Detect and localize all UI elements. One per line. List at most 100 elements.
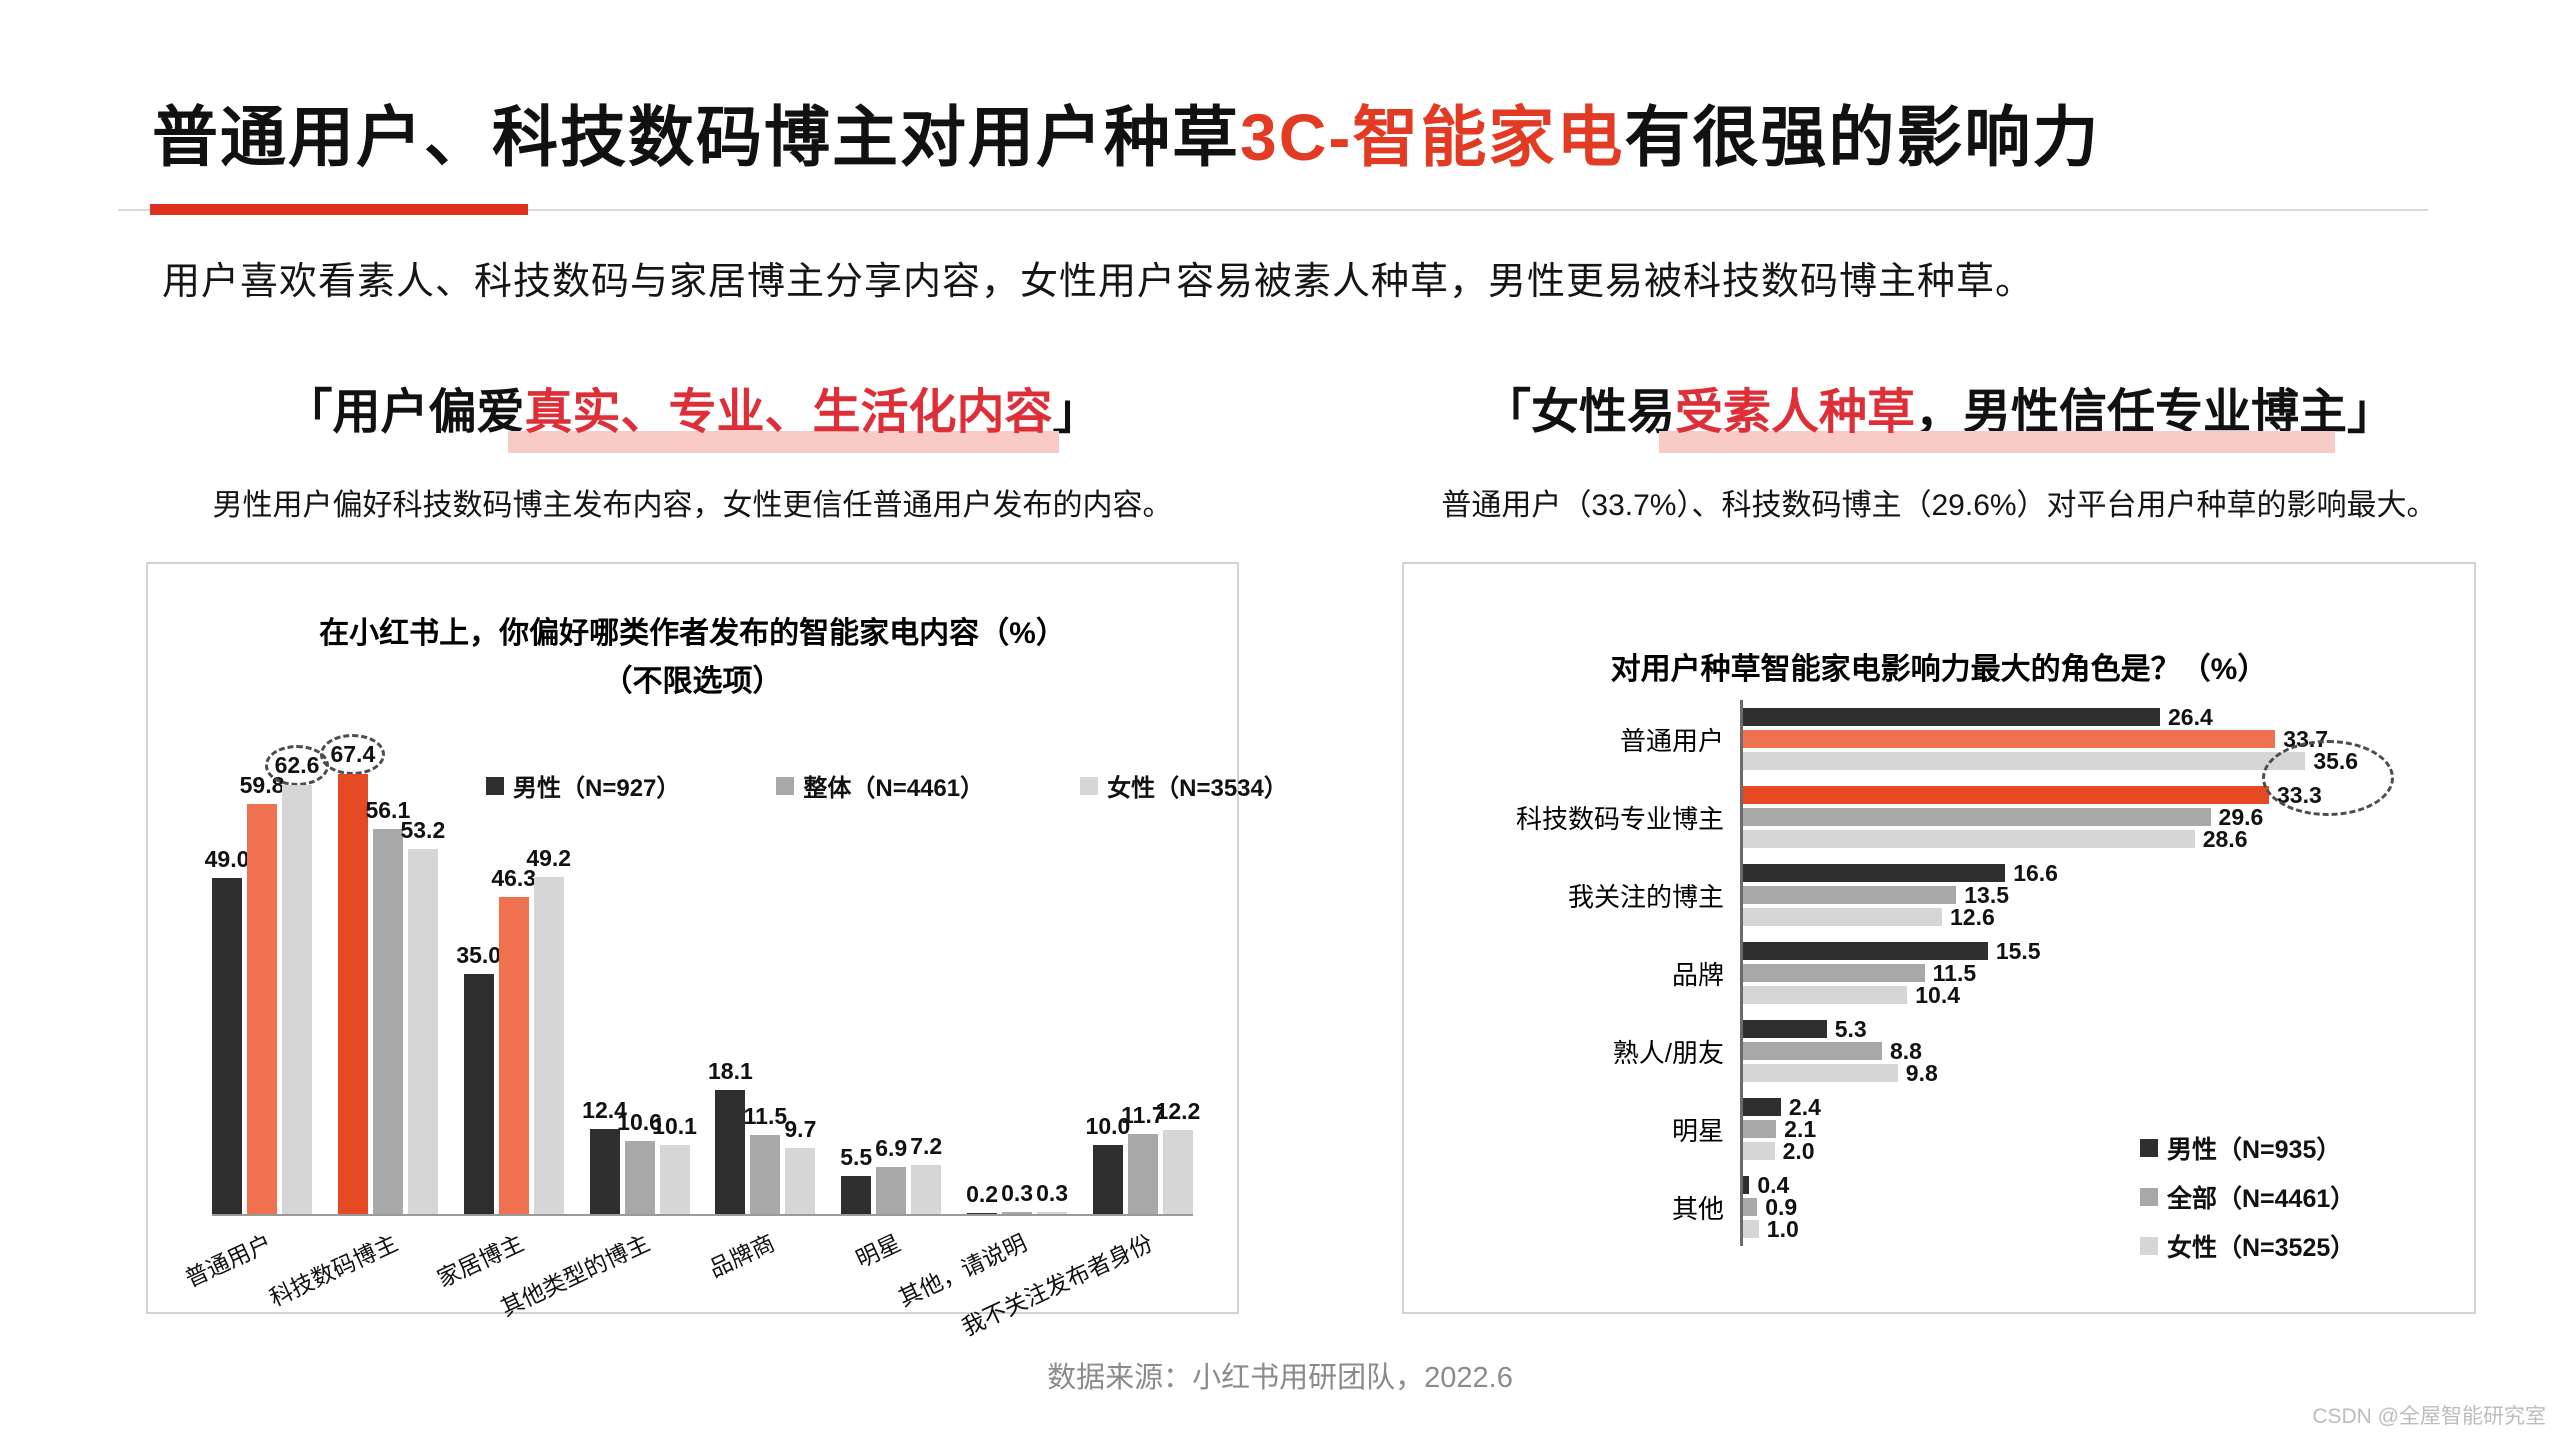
bar-row: 我关注的博主 16.6 13.5 12.6 (1440, 856, 2438, 934)
legend-item-female: 女性（N=3525） (2140, 1228, 2355, 1264)
bar-value-label: 5.3 (1834, 1015, 1867, 1042)
bar-line: 15.5 (1743, 938, 2438, 964)
right-section-desc: 普通用户（33.7%）、科技数码博主（29.6%）对平台用户种草的影响最大。 (1441, 489, 2437, 522)
bar (841, 1176, 872, 1214)
page-title-part1: 普通用户、科技数码博主对用户种草 (152, 100, 1240, 174)
legend-swatch-female (1080, 776, 1099, 795)
legend-swatch-male (486, 776, 504, 795)
bar-group: 67.4 56.1 53.2 科技数码博主 (265, 734, 445, 1311)
bar-value-label: 2.4 (1788, 1093, 1821, 1120)
bar-group: 18.1 11.5 9.7 品牌商 (705, 734, 817, 1282)
bar-value-label: 2.1 (1784, 1115, 1817, 1142)
bar-value-label: 49.2 (526, 844, 572, 871)
bar-value-label: 5.5 (840, 1144, 873, 1171)
bar-value-label: 28.6 (2202, 825, 2248, 852)
legend-label-female: 女性（N=3525） (2167, 1234, 2356, 1262)
page-subtitle: 用户喜欢看素人、科技数码与家居博主分享内容，女性用户容易被素人种草，男性更易被科… (162, 261, 2035, 303)
legend-item-male: 男性（N=927） (486, 768, 680, 803)
right-chart-legend: 男性（N=935） 全部（N=4461） 女性（N=3525） (2140, 1130, 2355, 1264)
row-label: 普通用户 (1619, 725, 1724, 756)
bar-value-label: 0.3 (1036, 1179, 1069, 1206)
bar (1743, 908, 1943, 926)
left-chart-plot: 49.0 59.8 62.6 普通用户 67.4 56.1 53.2 科技数码博主 35.0 46… (181, 734, 1200, 1340)
bar-value-label: 10.1 (652, 1112, 697, 1139)
row-bars: 15.5 11.5 10.4 (1740, 934, 2438, 1012)
bar-value-label: 10.0 (1085, 1113, 1131, 1140)
bar-group: 35.0 46.3 49.2 家居博主 (433, 734, 571, 1292)
bar-line: 5.3 (1743, 1016, 2438, 1042)
bar-column: 0.3 (1036, 734, 1069, 1214)
bar-group: 12.4 10.6 10.1 其他类型的博主 (496, 734, 697, 1321)
bar (1743, 886, 1957, 904)
bar (589, 1128, 620, 1214)
bar-column: 9.7 (784, 734, 817, 1214)
bar (1743, 752, 2306, 770)
bar-column: 46.3 (491, 734, 536, 1214)
bar-value-label: 12.2 (1155, 1098, 1201, 1125)
bar-value-label: 6.9 (875, 1134, 908, 1161)
bar (659, 1144, 690, 1214)
legend-label-male: 男性（N=935） (2167, 1136, 2342, 1164)
legend-swatch-overall (776, 776, 795, 795)
right-chart-plot: 普通用户 26.4 33.7 35.6 科技数码专业博主 33.3 29.6 28.6 我关注的… (1440, 700, 2438, 1246)
bar (1162, 1130, 1193, 1214)
bar-value-label: 53.2 (400, 817, 446, 844)
legend-item-overall: 整体（N=4461） (776, 768, 984, 803)
bar (1743, 830, 2195, 848)
bar-line: 2.0 (1743, 1138, 2438, 1164)
bar-value-label: 1.0 (1766, 1215, 1799, 1242)
bar-row: 科技数码专业博主 33.3 29.6 28.6 (1440, 778, 2438, 856)
row-bars: 2.4 2.1 2.0 (1740, 1090, 2438, 1168)
row-label: 科技数码专业博主 (1515, 803, 1724, 834)
bar (498, 896, 529, 1214)
bar-column: 18.1 (708, 734, 753, 1214)
bar (1743, 1198, 1758, 1216)
bar-line: 9.8 (1743, 1060, 2438, 1086)
bar-column: 35.0 (456, 734, 501, 1214)
bar-column: 6.9 (875, 734, 908, 1214)
bar (1743, 808, 2211, 826)
bar-value-label: 0.4 (1757, 1171, 1790, 1198)
bar (1037, 1211, 1068, 1214)
bar-value-label: 29.6 (2218, 803, 2264, 830)
bar-value-label: 9.7 (784, 1115, 817, 1142)
legend-item-all: 全部（N=4461） (2140, 1179, 2355, 1215)
bar-column: 11.7 (1121, 734, 1165, 1214)
bar-line: 29.6 (1743, 804, 2438, 830)
bar-column: 7.2 (910, 734, 942, 1214)
legend-label-male: 男性（N=927） (513, 775, 681, 802)
bar (967, 1212, 998, 1214)
bar-row: 熟人/朋友 5.3 8.8 9.8 (1440, 1012, 2438, 1090)
bar (1002, 1211, 1033, 1214)
bar-line: 13.5 (1743, 882, 2438, 908)
bar (1743, 986, 1908, 1004)
bar (1743, 708, 2160, 726)
bar-column: 49.0 (205, 734, 249, 1214)
bar-line: 26.4 (1743, 704, 2438, 730)
row-label: 我关注的博主 (1567, 881, 1724, 912)
legend-swatch-male (2140, 1139, 2158, 1157)
left-chart-title-line1: 在小红书上，你偏好哪类作者发布的智能家电内容（%） (319, 617, 1066, 650)
bar-column: 62.6 (264, 734, 330, 1214)
left-section-desc: 男性用户偏好科技数码博主发布内容，女性更信任普通用户发布的内容。 (212, 489, 1173, 522)
bar-line: 0.4 (1743, 1172, 2438, 1198)
bar-value-label: 16.6 (2013, 859, 2058, 886)
category-label: 普通用户 (181, 1229, 276, 1292)
bar-column: 12.4 (582, 734, 627, 1214)
bar (750, 1135, 781, 1214)
page-title: 普通用户、科技数码博主对用户种草3C-智能家电有很强的影响力 (152, 84, 2100, 180)
bar (212, 878, 242, 1214)
bar (785, 1147, 816, 1214)
bar (533, 876, 564, 1214)
bar (1743, 1020, 1827, 1038)
bar-line: 11.5 (1743, 960, 2438, 986)
bar-line: 8.8 (1743, 1038, 2438, 1064)
bar-value-label: 13.5 (1964, 881, 2009, 908)
bar (372, 829, 403, 1214)
bar-value-label: 2.0 (1782, 1137, 1815, 1164)
legend-item-male: 男性（N=935） (2140, 1130, 2355, 1166)
dashed-circle-annotation (2262, 740, 2394, 816)
bar-value-label: 11.5 (1932, 959, 1977, 986)
bar-value-label: 11.7 (1121, 1101, 1165, 1128)
